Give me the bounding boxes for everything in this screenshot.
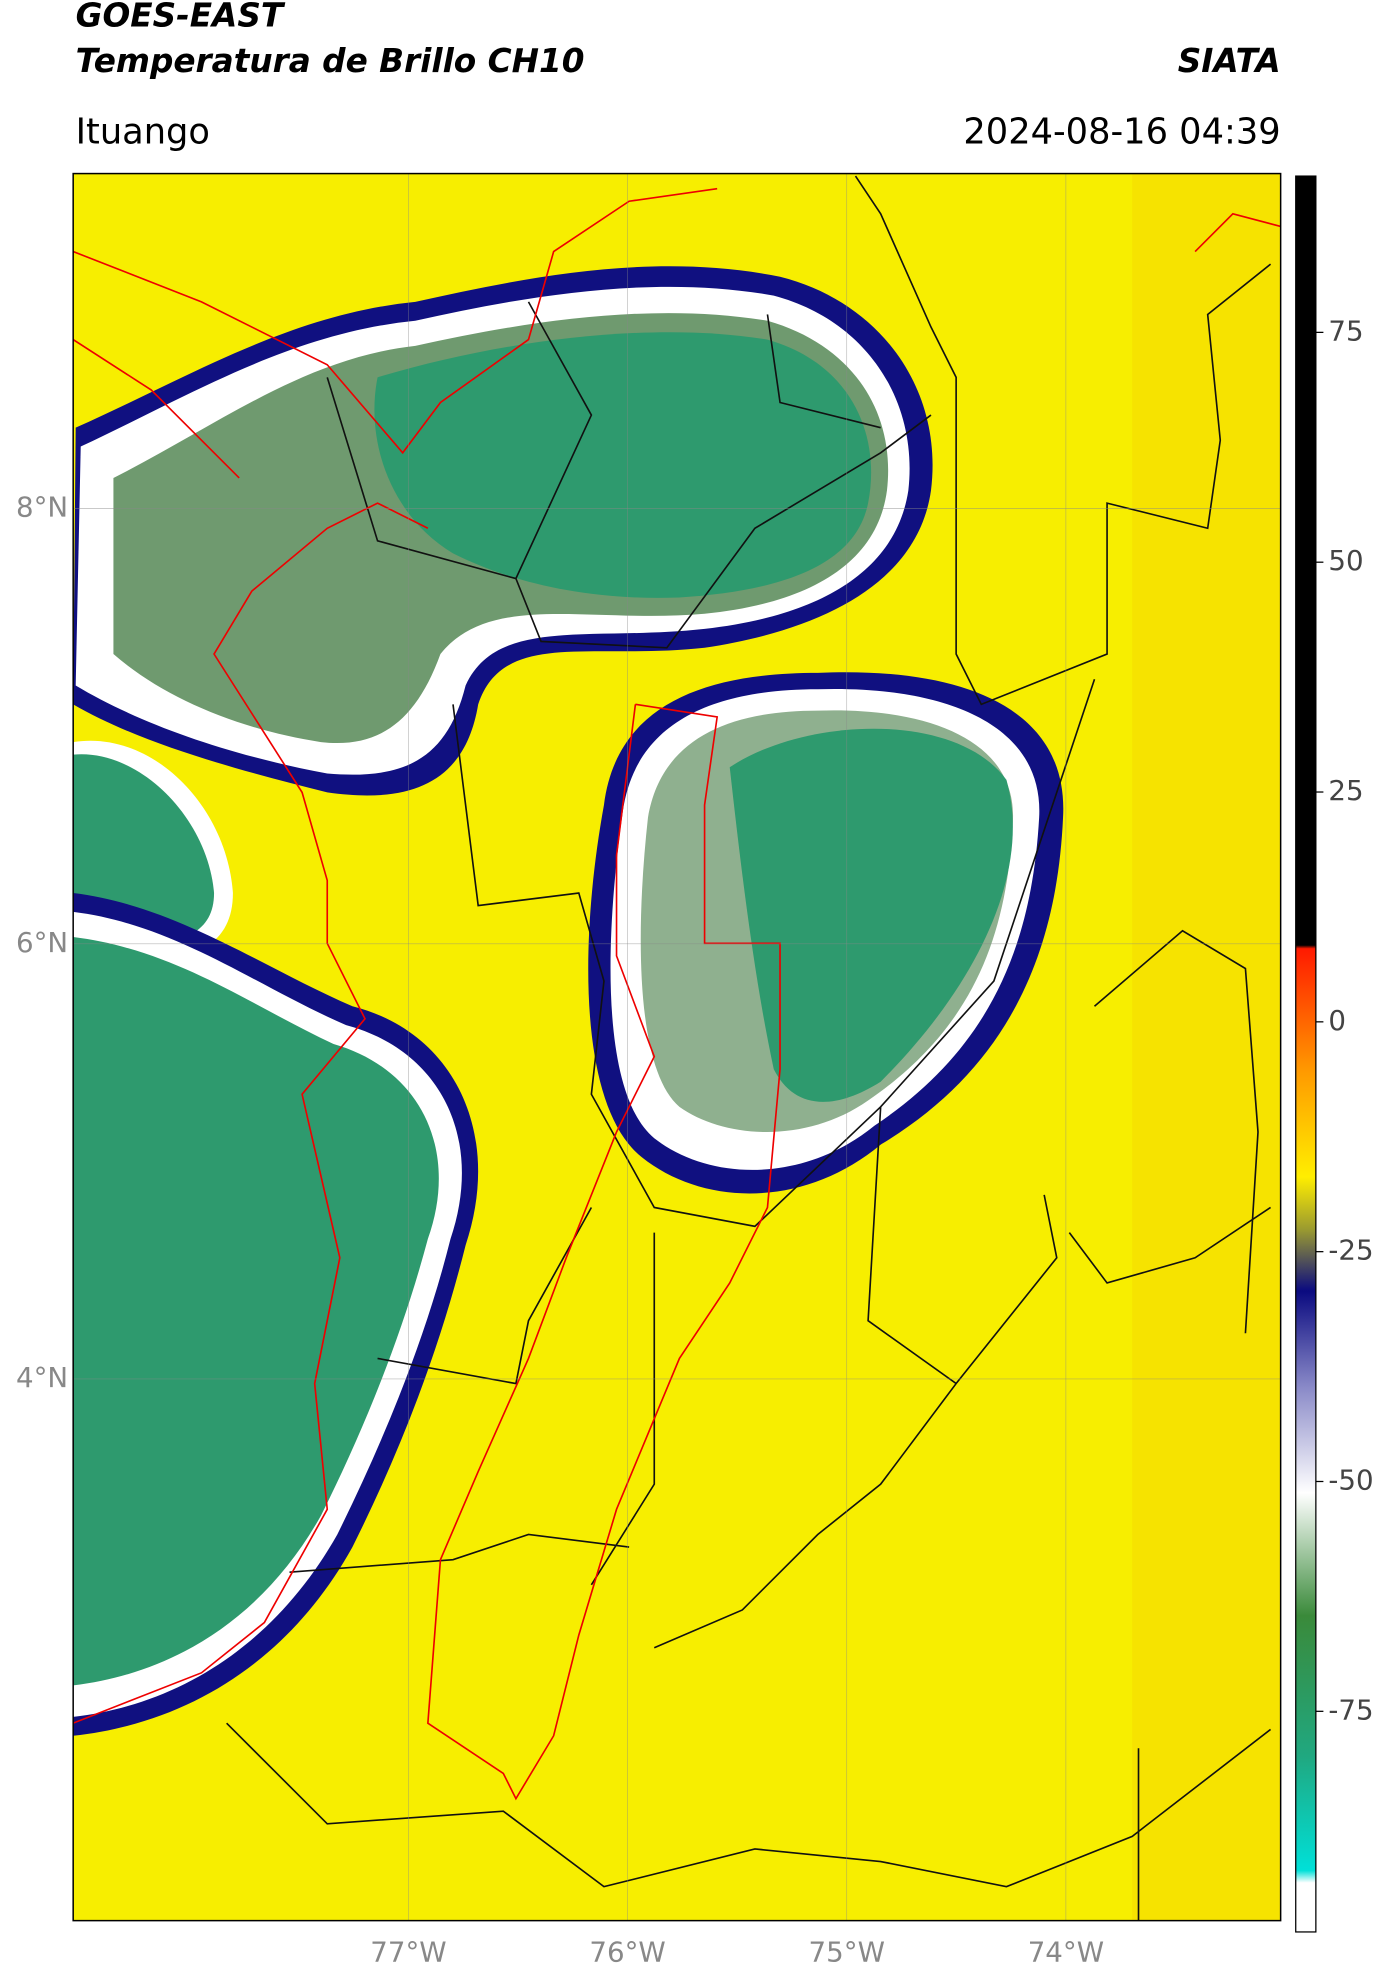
colorbar-tick-label: -75 [1328, 1693, 1373, 1726]
x-tick-label: 74°W [1028, 1935, 1104, 1968]
y-tick-label: 8°N [16, 491, 68, 524]
location: Ituango [76, 111, 210, 152]
grid [73, 173, 1281, 1921]
y-tick-label: 4°N [16, 1361, 68, 1394]
colorbar-tick-label: 25 [1328, 774, 1363, 807]
colorbar-tick-label: -25 [1328, 1234, 1373, 1267]
colorbar [1295, 175, 1317, 1933]
x-tick-label: 75°W [809, 1935, 885, 1968]
y-tick-label: 6°N [16, 926, 68, 959]
x-tick-label: 77°W [370, 1935, 446, 1968]
colorbar-tick-label: 50 [1328, 544, 1363, 577]
map-image [73, 173, 1281, 1921]
x-tick-label: 76°W [589, 1935, 665, 1968]
map-frame [72, 172, 1282, 1922]
colorbar-tick-label: 75 [1328, 314, 1363, 347]
colorbar-tick-label: -50 [1328, 1463, 1373, 1496]
subtitle: Temperatura de Brillo CH10 [76, 42, 585, 80]
colorbar-tick-label: 0 [1328, 1004, 1346, 1037]
title: GOES-EAST [76, 0, 286, 35]
source: SIATA [1178, 42, 1281, 80]
timestamp: 2024-08-16 04:39 [963, 111, 1280, 152]
